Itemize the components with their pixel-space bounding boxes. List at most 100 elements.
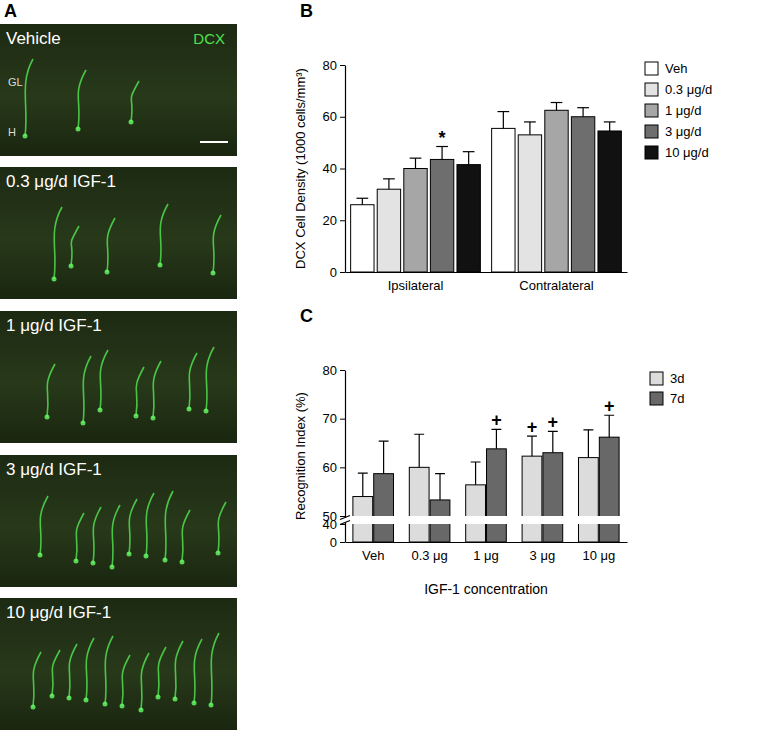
error-bar	[356, 198, 368, 204]
error-bar	[548, 431, 558, 452]
neurite	[78, 70, 86, 129]
error-stem	[609, 415, 610, 437]
y-tick: 20	[323, 213, 345, 228]
soma	[139, 708, 144, 713]
neurite	[158, 647, 166, 697]
bar	[404, 169, 427, 273]
error-bar	[436, 147, 448, 160]
soma	[204, 409, 209, 414]
x-tick: 1 μg	[473, 542, 499, 563]
image-panel: VehicleDCXGLH0.3 μg/d IGF-11 μg/d IGF-13…	[0, 1, 237, 730]
error-cap	[435, 473, 445, 474]
error-cap	[524, 121, 536, 122]
plot-area	[353, 415, 619, 542]
soma	[38, 553, 43, 558]
y-tick-label: 70	[323, 411, 337, 426]
neurite	[146, 493, 154, 556]
bar-series	[374, 415, 619, 542]
soma	[74, 559, 79, 564]
neurite	[40, 496, 48, 555]
bar	[430, 500, 450, 542]
x-tick-label: 0.3 μg	[411, 548, 447, 563]
neurite	[25, 59, 33, 136]
error-stem	[439, 474, 440, 500]
legend-swatch	[650, 372, 663, 385]
neurite	[131, 81, 139, 122]
y-tick-label: 0	[330, 265, 337, 280]
annotation: +	[548, 412, 559, 432]
y-tick-label: 60	[323, 109, 337, 124]
error-cap	[414, 434, 424, 435]
y-tick-mark	[340, 419, 345, 420]
micrograph: 0.3 μg/d IGF-1	[0, 167, 237, 299]
neurite	[213, 215, 221, 273]
x-axis-line	[346, 272, 628, 273]
annotation: +	[604, 396, 615, 416]
bar-series	[457, 122, 621, 272]
error-bar	[577, 108, 589, 117]
error-stem	[468, 152, 469, 165]
error-bar	[463, 152, 475, 165]
error-bar	[358, 473, 368, 496]
annotation: +	[527, 417, 538, 437]
soma	[76, 127, 81, 132]
legend-label: 3 μg/d	[665, 124, 701, 139]
y-tick-mark	[340, 117, 345, 118]
error-stem	[496, 429, 497, 448]
soma	[163, 558, 168, 563]
y-tick-mark	[340, 65, 345, 66]
bar	[457, 165, 480, 272]
neurite	[86, 638, 94, 700]
soma	[180, 560, 185, 565]
neurite	[47, 364, 55, 417]
bar	[353, 497, 373, 542]
region-label: GL	[8, 76, 23, 88]
image-background	[0, 455, 237, 587]
x-tick: Ipsilateral	[388, 272, 444, 293]
neurite	[122, 655, 130, 706]
y-tick: 40	[323, 161, 345, 176]
figure: VehicleDCXGLH0.3 μg/d IGF-11 μg/d IGF-13…	[0, 0, 780, 732]
neurite	[165, 491, 173, 560]
neurite	[69, 644, 77, 698]
soma	[151, 416, 156, 421]
axis-break-mark	[340, 521, 350, 525]
bar	[598, 131, 621, 272]
soma	[105, 270, 110, 275]
legend-label: 1 μg/d	[665, 103, 701, 118]
error-stem	[362, 198, 363, 204]
error-stem	[531, 436, 532, 456]
stain-label: DCX	[193, 30, 225, 47]
error-stem	[609, 122, 610, 131]
soma	[98, 408, 103, 413]
x-tick: 3 μg	[530, 542, 556, 563]
legend-label: Veh	[665, 61, 687, 76]
soma	[192, 701, 197, 706]
image-label: 1 μg/d IGF-1	[6, 316, 102, 335]
y-tick-label: 20	[323, 213, 337, 228]
y-tick-mark	[340, 169, 345, 170]
error-cap	[604, 121, 616, 122]
annotation: +	[491, 410, 502, 430]
error-bar	[604, 122, 616, 131]
bar	[377, 189, 400, 272]
error-bar	[383, 179, 395, 189]
soma	[156, 695, 161, 700]
x-tick-label: 10 μg	[582, 548, 615, 563]
error-bar	[491, 429, 501, 448]
error-bar	[414, 434, 424, 467]
micrograph: 1 μg/d IGF-1	[0, 311, 237, 443]
neurite	[141, 653, 149, 710]
soma	[50, 694, 55, 699]
error-bar	[435, 474, 445, 500]
neurite	[175, 641, 183, 699]
error-cap	[463, 151, 475, 152]
error-bar	[471, 462, 481, 485]
soma	[81, 421, 86, 426]
error-cap	[497, 111, 509, 112]
legend-swatch	[645, 83, 658, 96]
y-tick-mark	[340, 272, 345, 273]
neurite	[153, 361, 161, 418]
soma	[91, 561, 96, 566]
bar	[522, 456, 542, 542]
